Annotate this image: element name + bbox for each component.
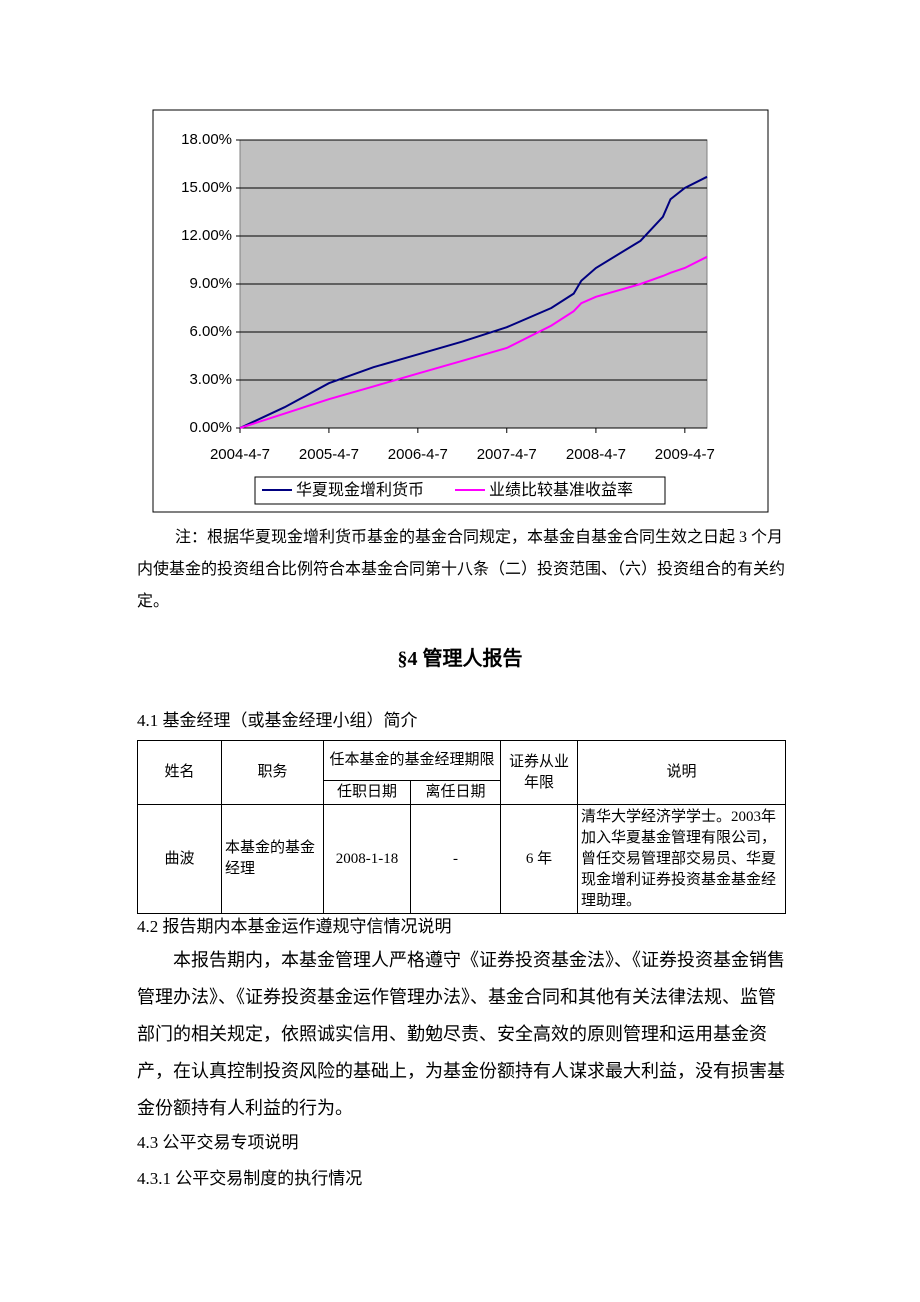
cell: 2008-1-18 [323,804,411,914]
x-tick-label: 2006-4-7 [388,446,448,463]
x-tick-label: 2007-4-7 [477,446,537,463]
th: 说明 [577,740,787,805]
series-line [239,175,708,429]
th: 证券从业年限 [500,740,579,805]
heading: 4.3 公平交易专项说明 [137,1133,299,1152]
section-title: §4 管理人报告 [397,648,523,670]
y-tick-label: 12.00% [181,227,232,244]
y-tick-label: 0.00% [189,419,232,436]
th: 任职日期 [323,780,411,805]
series-line [239,255,708,429]
cell: 清华大学经济学学士。2003年加入华夏基金管理有限公司，曾任交易管理部交易员、华… [577,804,787,914]
th: 姓名 [137,740,222,805]
heading: 4.3.1 公平交易制度的执行情况 [137,1169,363,1188]
x-tick-label: 2005-4-7 [299,446,359,463]
heading: 4.2 报告期内本基金运作遵规守信情况说明 [137,917,452,936]
th: 职务 [221,740,324,805]
y-tick-label: 18.00% [181,131,232,148]
x-tick-label: 2004-4-7 [210,446,270,463]
heading: 4.1 基金经理（或基金经理小组）简介 [137,711,418,730]
paragraph: 本报告期内，本基金管理人严格遵守《证券投资基金法》、《证券投资基金销售管理办法》… [137,950,785,1118]
x-tick-label: 2009-4-7 [655,446,715,463]
y-tick-label: 3.00% [189,371,232,388]
manager-table: 姓名 职务 任本基金的基金经理期限 证券从业年限 说明 任职日期 离任日期 曲波… [137,740,787,914]
cell: - [409,804,502,914]
y-tick-label: 9.00% [189,275,232,292]
th: 离任日期 [409,780,502,805]
y-tick-label: 6.00% [189,323,232,340]
cell: 本基金的基金经理 [221,804,324,914]
note: 注：根据华夏现金增利货币基金的基金合同规定，本基金自基金合同生效之日起 3 个月… [137,529,786,610]
x-tick-label: 2008-4-7 [566,446,626,463]
chart: 0.00% 3.00% 6.00% 9.00% 12.00% 15.00% 18.00% 20… [152,109,769,513]
cell: 曲波 [137,804,222,914]
cell: 6 年 [500,804,579,914]
legend-label: 业绩比较基准收益率 [489,481,633,499]
y-tick-label: 15.00% [181,179,232,196]
th: 任本基金的基金经理期限 [322,740,502,781]
legend-label: 华夏现金增利货币 [296,481,424,499]
